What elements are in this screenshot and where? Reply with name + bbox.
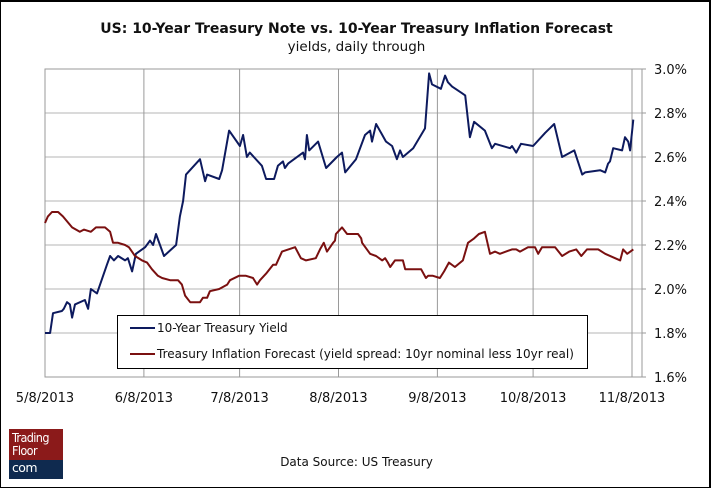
- logo-text: Floor: [12, 443, 38, 458]
- series-treasury-yield-line: [45, 72, 635, 334]
- y-tick-label: 2.6%: [654, 151, 687, 166]
- x-tick-label: 5/8/2013: [16, 391, 74, 406]
- x-tick-label: 10/8/2013: [500, 391, 567, 406]
- legend-item: Treasury Inflation Forecast (yield sprea…: [130, 347, 574, 361]
- series-inflation-forecast-line: [44, 211, 634, 304]
- legend-item: 10-Year Treasury Yield: [130, 321, 288, 335]
- x-tick-label: 9/8/2013: [408, 391, 466, 406]
- y-tick-label: 2.2%: [654, 239, 687, 254]
- legend-swatch-inflation-forecast: [130, 353, 155, 355]
- logo-text: Trading: [12, 430, 49, 445]
- data-source: Data Source: US Treasury: [280, 455, 433, 469]
- y-tick-label: 1.6%: [654, 371, 687, 386]
- x-axis: 5/8/2013 6/8/2013 7/8/2013 8/8/2013 9/8/2013…: [16, 391, 666, 406]
- y-tick-label: 2.8%: [654, 107, 687, 122]
- logo-top: Trading Floor: [9, 429, 63, 460]
- tradingfloor-logo: Trading Floor com: [9, 429, 63, 479]
- legend-swatch-treasury-yield: [130, 327, 155, 329]
- legend-label: Treasury Inflation Forecast (yield sprea…: [157, 347, 574, 361]
- y-tick-label: 1.8%: [654, 327, 687, 342]
- chart-subtitle: yields, daily through: [287, 39, 426, 55]
- x-tick-label: 8/8/2013: [309, 391, 367, 406]
- legend: 10-Year Treasury Yield Treasury Inflatio…: [117, 315, 588, 369]
- x-tick-label: 6/8/2013: [115, 391, 173, 406]
- x-tick-label: 7/8/2013: [210, 391, 268, 406]
- x-tick-label: 11/8/2013: [599, 391, 666, 406]
- y-tick-label: 3.0%: [654, 63, 687, 78]
- logo-bottom: com: [9, 460, 63, 479]
- legend-label: 10-Year Treasury Yield: [157, 321, 288, 335]
- y-tick-label: 2.0%: [654, 283, 687, 298]
- chart-title: US: 10-Year Treasury Note vs. 10-Year Tr…: [100, 21, 613, 37]
- logo-text: com: [12, 460, 38, 475]
- y-axis: 3.0% 2.8% 2.6% 2.4% 2.2% 2.0% 1.8% 1.6%: [642, 63, 687, 386]
- y-tick-label: 2.4%: [654, 195, 687, 210]
